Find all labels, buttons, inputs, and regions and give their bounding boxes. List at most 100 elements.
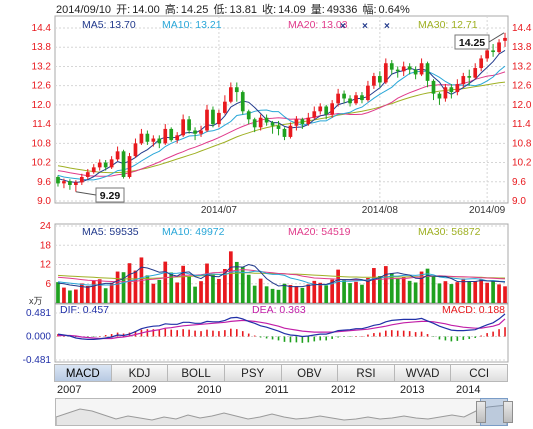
header-open-label: 开: <box>116 4 131 16</box>
candle-body <box>437 93 442 99</box>
volume-bar <box>282 283 287 303</box>
volume-bar <box>467 281 472 303</box>
volume-bar <box>395 278 400 303</box>
candle-body <box>479 58 484 69</box>
volume-bar <box>479 279 484 303</box>
volume-bar <box>252 285 257 303</box>
candle-body <box>300 119 305 125</box>
volume-bar <box>354 281 358 303</box>
volume-ma-label: MA30: 56872 <box>418 226 481 238</box>
tab-boll[interactable]: BOLL <box>167 364 225 382</box>
header-date: 2014/09/10 <box>56 4 112 16</box>
volume-ma-label: MA20: 54519 <box>288 226 351 238</box>
volume-bar <box>68 290 72 303</box>
candle-body <box>169 128 174 141</box>
volume-bar <box>175 282 180 303</box>
max-price-label: 14.25 <box>459 37 485 49</box>
candle-body <box>383 63 388 83</box>
year-label: 2011 <box>265 384 289 396</box>
volume-bar <box>342 280 346 303</box>
timeline-navigator[interactable] <box>55 398 508 426</box>
dea-label: DEA: 0.363 <box>252 304 306 316</box>
tab-cci[interactable]: CCI <box>450 364 508 382</box>
volume-bar <box>485 282 489 303</box>
candle-body <box>109 159 114 168</box>
header-high: 14.25 <box>180 4 209 16</box>
price-ma-label: MA30: 12.71 <box>418 19 478 31</box>
header-close: 14.09 <box>278 4 306 16</box>
candle-body <box>223 101 227 113</box>
dif-line <box>57 313 506 340</box>
volume-bar <box>91 280 96 303</box>
price-ma5-line <box>57 49 506 183</box>
tab-macd[interactable]: MACD <box>54 364 112 382</box>
candle-body <box>145 133 150 142</box>
candle-body <box>193 130 197 134</box>
volume-unit-label: x万 <box>29 296 43 306</box>
candle-body <box>497 42 501 53</box>
volume-bar <box>228 251 233 303</box>
tab-obv[interactable]: OBV <box>280 364 339 382</box>
volume-bar <box>169 272 174 303</box>
volume-bar <box>366 277 370 303</box>
candle-body <box>354 95 358 104</box>
price-tick-right: 12.6 <box>512 81 532 92</box>
candle-body <box>157 138 162 144</box>
candle-body <box>425 63 430 81</box>
dif-label: DIF: 0.457 <box>60 304 109 316</box>
tab-psy[interactable]: PSY <box>223 364 282 382</box>
header-open: 14.00 <box>132 4 160 16</box>
volume-bar <box>437 283 442 303</box>
candle-body <box>330 103 335 115</box>
price-ma20-line <box>57 71 506 177</box>
volume-tick: 18 <box>40 240 52 251</box>
volume-bar <box>383 266 388 303</box>
header-change-label: 幅: <box>362 4 377 16</box>
timeline-right-handle[interactable] <box>503 401 513 423</box>
month-tick-label: 2014/08 <box>362 205 399 216</box>
macd-tick: 0.000 <box>26 332 51 343</box>
volume-ma10-line <box>57 270 506 286</box>
candle-body <box>389 63 394 70</box>
candle-body <box>288 125 293 137</box>
min-price-label: 9.29 <box>100 190 121 202</box>
price-tick-right: 12.0 <box>512 100 532 111</box>
volume-bar <box>318 282 323 303</box>
volume-bar <box>306 284 311 303</box>
candle-body <box>491 50 495 53</box>
price-tick-left: 13.2 <box>32 61 52 72</box>
candle-body <box>360 95 364 101</box>
macd-panel: 0.481 0.000 -0.481 DIF: 0.457 DEA: 0.363 MACD… <box>23 303 509 366</box>
timeline-overview-line <box>55 404 508 425</box>
volume-bar <box>56 282 60 303</box>
tab-wvad[interactable]: WVAD <box>393 364 452 382</box>
candle-body <box>336 93 340 104</box>
candle-body <box>276 125 281 129</box>
volume-bar <box>497 284 501 303</box>
event-marker-icon: × <box>340 21 346 32</box>
price-ma-label: MA10: 13.21 <box>162 19 222 31</box>
tab-rsi[interactable]: RSI <box>337 364 395 382</box>
timeline-left-handle[interactable] <box>476 401 486 423</box>
tab-kdj[interactable]: KDJ <box>110 364 169 382</box>
candle-body <box>461 76 466 85</box>
header-low: 13.81 <box>229 4 258 16</box>
candle-body <box>133 143 138 157</box>
volume-bar <box>223 268 227 303</box>
candle-body <box>407 66 412 70</box>
price-tick-left: 11.4 <box>32 119 51 130</box>
volume-bar <box>431 276 436 303</box>
candle-body <box>449 87 454 93</box>
candle-body <box>294 119 299 126</box>
candle-body <box>473 68 478 78</box>
year-label: 2013 <box>400 384 425 396</box>
volume-bar <box>336 269 340 303</box>
volume-bar <box>330 279 335 303</box>
volume-bar <box>503 286 507 303</box>
volume-bar <box>389 273 394 303</box>
volume-bar <box>109 282 114 303</box>
year-label: 2012 <box>331 384 356 396</box>
candle-body <box>401 66 406 72</box>
volume-bar <box>461 278 466 303</box>
